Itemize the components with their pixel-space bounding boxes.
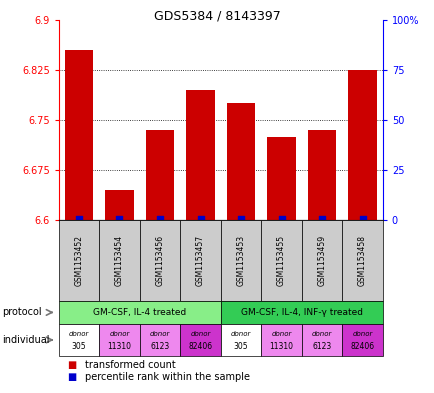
Point bbox=[156, 216, 163, 222]
Text: GSM1153458: GSM1153458 bbox=[357, 235, 366, 286]
Bar bbox=[99, 220, 139, 301]
Text: percentile rank within the sample: percentile rank within the sample bbox=[85, 372, 249, 382]
Bar bbox=[99, 324, 139, 356]
Text: 305: 305 bbox=[233, 342, 248, 351]
Text: 6123: 6123 bbox=[150, 342, 169, 351]
Text: donor: donor bbox=[69, 331, 89, 337]
Bar bbox=[186, 90, 214, 220]
Text: 305: 305 bbox=[72, 342, 86, 351]
Text: GDS5384 / 8143397: GDS5384 / 8143397 bbox=[154, 10, 280, 23]
Bar bbox=[59, 324, 99, 356]
Text: 6123: 6123 bbox=[312, 342, 331, 351]
Text: ■: ■ bbox=[67, 360, 76, 371]
Text: donor: donor bbox=[109, 331, 129, 337]
Point bbox=[277, 216, 284, 222]
Bar bbox=[301, 324, 342, 356]
Text: donor: donor bbox=[352, 331, 372, 337]
Bar bbox=[59, 301, 220, 324]
Point bbox=[116, 216, 123, 222]
Bar bbox=[105, 190, 133, 220]
Bar bbox=[307, 130, 335, 220]
Text: 82406: 82406 bbox=[350, 342, 374, 351]
Text: GSM1153457: GSM1153457 bbox=[196, 235, 204, 286]
Bar bbox=[220, 324, 261, 356]
Bar bbox=[220, 301, 382, 324]
Text: protocol: protocol bbox=[2, 307, 42, 318]
Bar bbox=[180, 220, 220, 301]
Bar bbox=[139, 324, 180, 356]
Bar bbox=[139, 220, 180, 301]
Bar bbox=[261, 220, 301, 301]
Text: GM-CSF, IL-4, INF-γ treated: GM-CSF, IL-4, INF-γ treated bbox=[240, 308, 362, 317]
Bar bbox=[342, 220, 382, 301]
Text: ■: ■ bbox=[67, 372, 76, 382]
Text: transformed count: transformed count bbox=[85, 360, 175, 371]
Text: 11310: 11310 bbox=[107, 342, 131, 351]
Text: individual: individual bbox=[2, 335, 49, 345]
Bar bbox=[220, 220, 261, 301]
Text: GSM1153454: GSM1153454 bbox=[115, 235, 124, 286]
Text: GSM1153459: GSM1153459 bbox=[317, 235, 326, 286]
Point bbox=[197, 216, 204, 222]
Text: donor: donor bbox=[311, 331, 332, 337]
Text: GSM1153455: GSM1153455 bbox=[276, 235, 286, 286]
Bar bbox=[261, 324, 301, 356]
Text: GSM1153456: GSM1153456 bbox=[155, 235, 164, 286]
Bar bbox=[267, 137, 295, 220]
Point bbox=[358, 216, 365, 222]
Text: donor: donor bbox=[230, 331, 250, 337]
Point bbox=[76, 216, 82, 222]
Text: donor: donor bbox=[271, 331, 291, 337]
Text: GSM1153452: GSM1153452 bbox=[74, 235, 83, 286]
Bar bbox=[348, 70, 376, 220]
Point bbox=[237, 216, 244, 222]
Text: GM-CSF, IL-4 treated: GM-CSF, IL-4 treated bbox=[93, 308, 186, 317]
Bar bbox=[180, 324, 220, 356]
Bar bbox=[342, 324, 382, 356]
Bar bbox=[226, 103, 255, 220]
Bar bbox=[301, 220, 342, 301]
Text: GSM1153453: GSM1153453 bbox=[236, 235, 245, 286]
Text: 11310: 11310 bbox=[269, 342, 293, 351]
Text: 82406: 82406 bbox=[188, 342, 212, 351]
Bar bbox=[145, 130, 174, 220]
Point bbox=[318, 216, 325, 222]
Bar bbox=[59, 220, 99, 301]
Text: donor: donor bbox=[149, 331, 170, 337]
Text: donor: donor bbox=[190, 331, 210, 337]
Bar bbox=[65, 50, 93, 220]
